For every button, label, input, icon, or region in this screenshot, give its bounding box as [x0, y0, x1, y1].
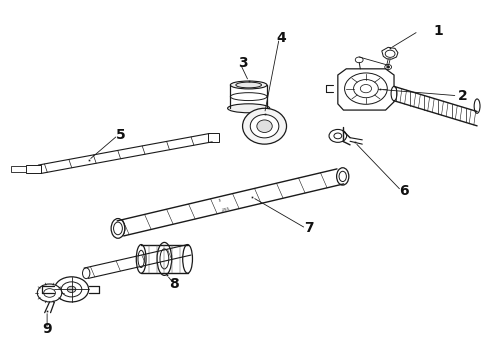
Text: 3: 3 [238, 57, 247, 71]
Ellipse shape [116, 221, 125, 236]
Ellipse shape [337, 168, 349, 185]
Circle shape [54, 277, 89, 302]
Circle shape [37, 284, 62, 302]
Ellipse shape [339, 171, 346, 181]
Ellipse shape [111, 219, 125, 238]
Text: 3: 3 [218, 199, 221, 203]
Text: 8: 8 [169, 277, 179, 291]
Ellipse shape [183, 244, 193, 273]
Ellipse shape [230, 81, 267, 89]
Ellipse shape [391, 86, 397, 101]
Ellipse shape [243, 108, 287, 144]
Bar [26, 165, 41, 173]
Ellipse shape [257, 120, 272, 132]
Text: 1: 1 [433, 24, 443, 38]
Ellipse shape [236, 82, 262, 88]
Ellipse shape [157, 242, 171, 275]
Ellipse shape [114, 222, 122, 235]
Ellipse shape [138, 250, 145, 267]
Ellipse shape [160, 249, 169, 269]
Ellipse shape [136, 244, 146, 273]
Circle shape [67, 286, 76, 293]
Text: .255: .255 [219, 207, 230, 213]
Ellipse shape [250, 114, 279, 138]
Text: 2: 2 [458, 89, 467, 103]
Circle shape [329, 130, 346, 142]
Bar [208, 133, 219, 142]
Circle shape [387, 66, 390, 68]
Text: 7: 7 [304, 221, 313, 235]
Bar [11, 166, 26, 172]
Ellipse shape [227, 104, 270, 113]
Text: 6: 6 [399, 184, 409, 198]
Text: 5: 5 [116, 128, 125, 142]
Ellipse shape [474, 99, 480, 113]
Text: 9: 9 [42, 322, 52, 336]
Ellipse shape [82, 268, 90, 279]
Text: 4: 4 [277, 31, 287, 45]
